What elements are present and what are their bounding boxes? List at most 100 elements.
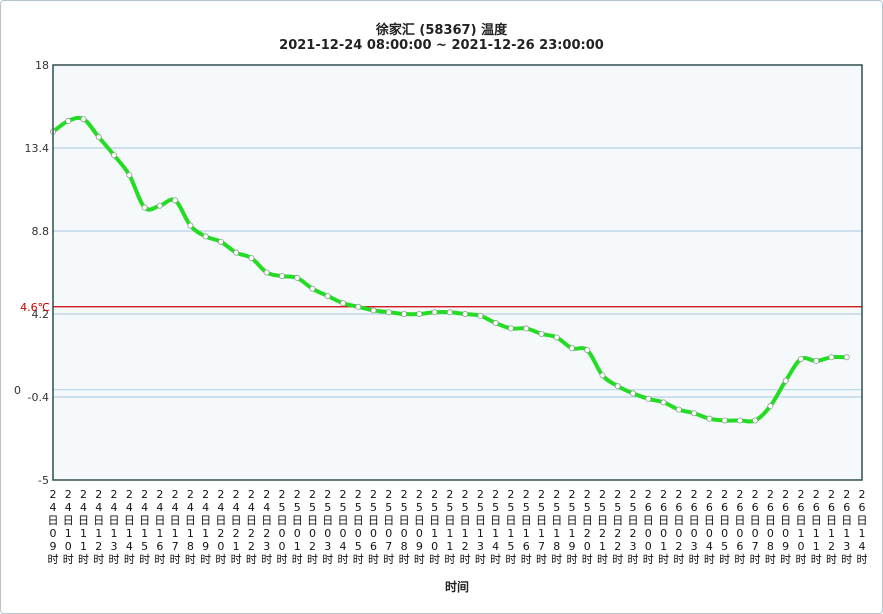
data-point bbox=[416, 310, 423, 317]
data-point bbox=[370, 307, 377, 314]
chart-subtitle: 2021-12-24 08:00:00 ~ 2021-12-26 23:00:0… bbox=[279, 38, 604, 53]
data-point bbox=[507, 325, 514, 332]
data-point bbox=[294, 274, 301, 281]
data-point bbox=[813, 357, 820, 364]
data-point bbox=[523, 325, 530, 332]
data-point bbox=[278, 273, 285, 280]
data-point bbox=[721, 417, 728, 424]
data-point bbox=[568, 345, 575, 352]
data-point bbox=[752, 417, 759, 424]
data-point bbox=[767, 403, 774, 410]
data-point bbox=[156, 202, 163, 209]
data-point bbox=[65, 117, 72, 124]
data-point bbox=[248, 255, 255, 262]
data-point bbox=[599, 372, 606, 379]
y-tick-label: 8.8 bbox=[32, 225, 50, 238]
data-point bbox=[233, 249, 240, 256]
data-point bbox=[446, 309, 453, 316]
data-point bbox=[630, 390, 637, 397]
data-point bbox=[80, 116, 87, 123]
data-point bbox=[477, 312, 484, 319]
data-point bbox=[691, 410, 698, 417]
x-axis-labels: 2 4 日 0 9 时 2 4 日 1 0 时 2 4 日 1 1 时 2 4 日 1 2 时 2 4 日 1 3 时 2 4 日 1 4 时 2 4 日 1… bbox=[48, 488, 868, 566]
data-point bbox=[111, 152, 118, 159]
data-point bbox=[462, 310, 469, 317]
data-point bbox=[645, 395, 652, 402]
data-point bbox=[584, 347, 591, 354]
y-zero-label: 0 bbox=[14, 384, 21, 397]
data-point bbox=[355, 303, 362, 310]
data-point bbox=[828, 354, 835, 361]
data-point bbox=[843, 354, 850, 361]
chart-title: 徐家汇 (58367) 温度 bbox=[375, 23, 508, 38]
data-point bbox=[172, 197, 179, 204]
data-point bbox=[660, 399, 667, 406]
data-point bbox=[431, 309, 438, 316]
plot-border bbox=[52, 64, 863, 481]
data-point bbox=[95, 134, 102, 141]
data-point bbox=[614, 383, 621, 390]
y-tick-label: 18 bbox=[35, 59, 49, 72]
data-point bbox=[187, 222, 194, 229]
data-point bbox=[401, 310, 408, 317]
reference-line-label: 4.6℃ bbox=[20, 301, 50, 314]
data-points bbox=[50, 116, 850, 424]
data-point bbox=[202, 233, 209, 240]
y-tick-label: -5 bbox=[38, 474, 49, 487]
data-point bbox=[324, 292, 331, 299]
data-point bbox=[141, 204, 148, 211]
y-tick-label: 13.4 bbox=[25, 142, 50, 155]
data-point bbox=[126, 172, 133, 179]
plot-area bbox=[53, 65, 862, 480]
data-point bbox=[340, 300, 347, 307]
data-point bbox=[538, 330, 545, 337]
data-point bbox=[492, 320, 499, 327]
data-point bbox=[675, 406, 682, 413]
y-tick-label: 4.2 bbox=[32, 308, 50, 321]
x-axis-title: 时间 bbox=[445, 579, 469, 594]
data-point bbox=[797, 356, 804, 363]
data-point bbox=[736, 417, 743, 424]
